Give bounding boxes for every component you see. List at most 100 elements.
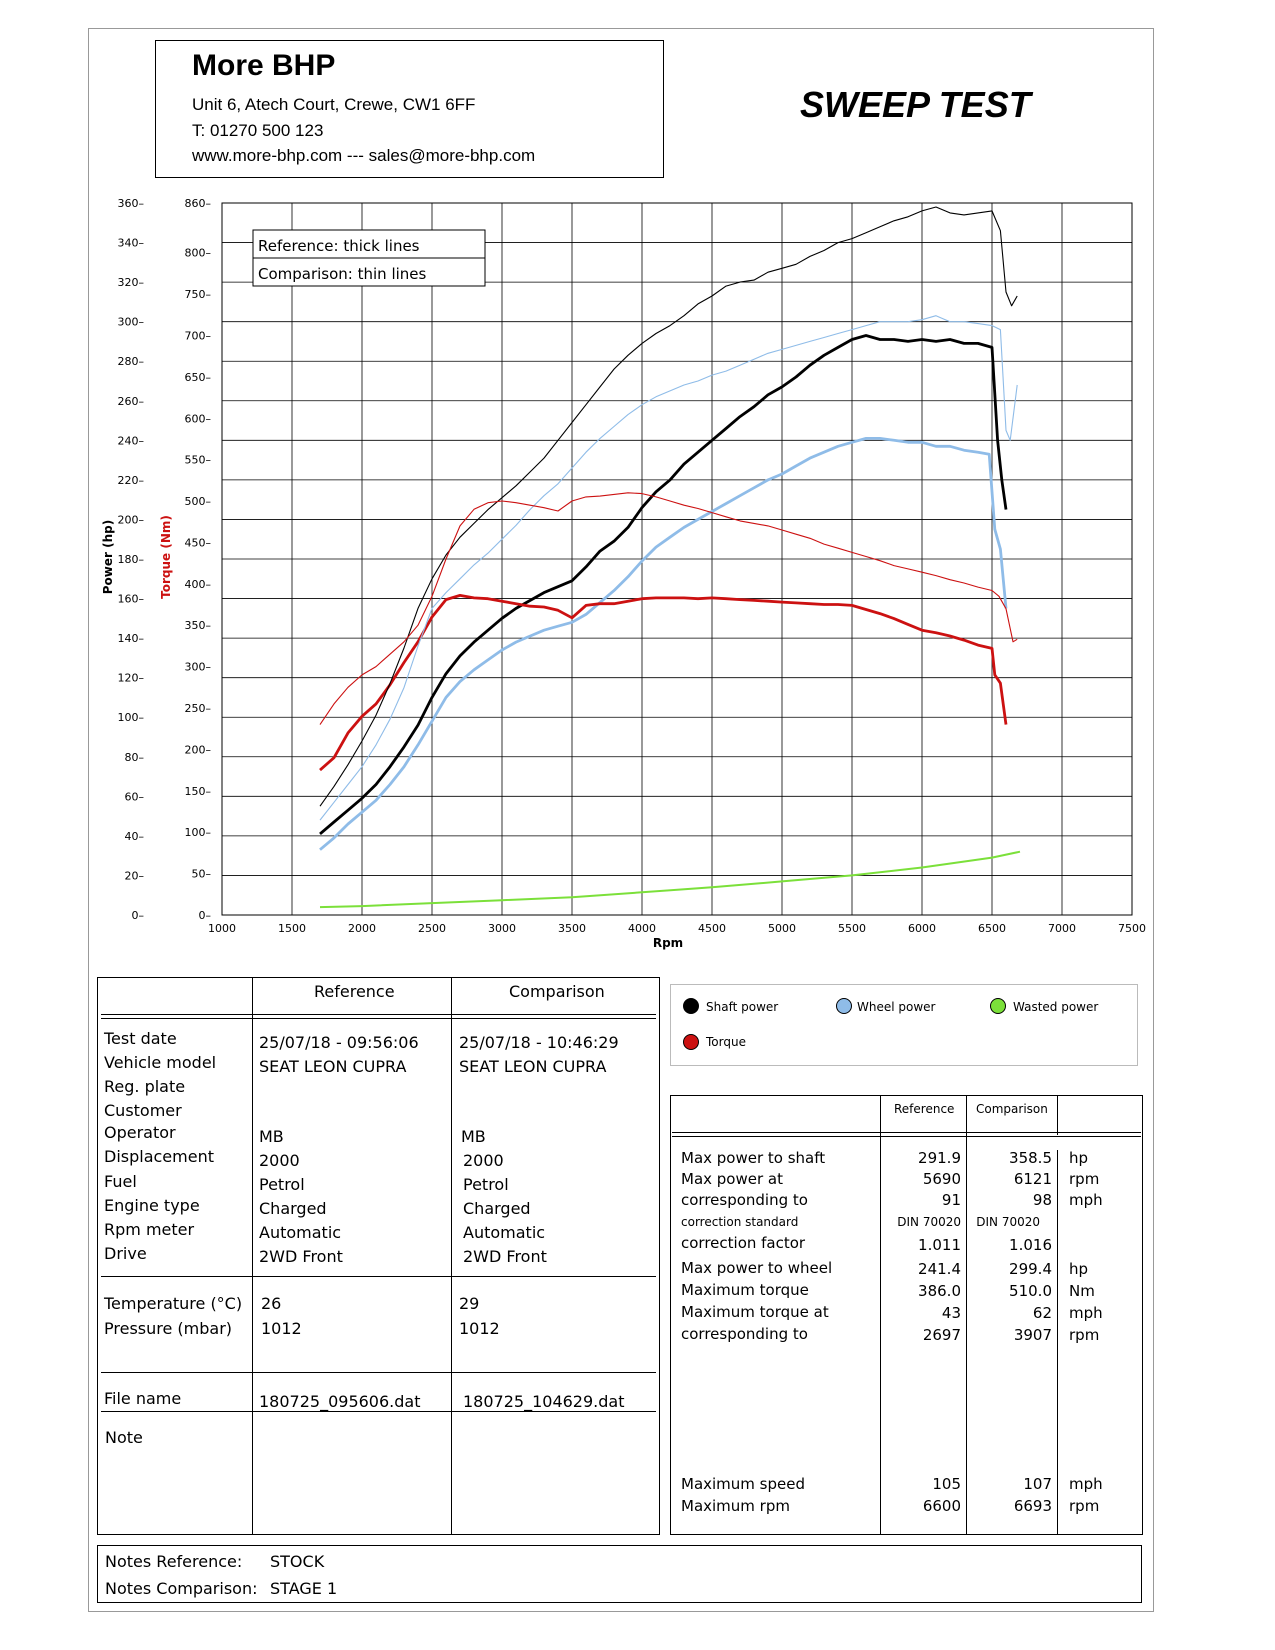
power-tick-label: 280– [118, 355, 145, 368]
result-ref: DIN 70020 [897, 1215, 961, 1229]
label-drive: Drive [104, 1244, 147, 1263]
reference-torque-line [319, 594, 1008, 772]
result-unit: hp [1069, 1149, 1089, 1167]
wheel-power-swatch [836, 998, 852, 1014]
ref-engine-type: Charged [259, 1199, 327, 1218]
report-title: SWEEP TEST [800, 84, 1031, 125]
x-tick-label: 5000 [768, 922, 796, 935]
ref-pressure: 1012 [261, 1319, 302, 1338]
power-tick-label: 40– [125, 830, 145, 843]
result-label: Maximum torque [681, 1281, 809, 1299]
ref-fuel: Petrol [259, 1175, 305, 1194]
ref-rpm-meter: Automatic [259, 1223, 342, 1242]
rpm-axis-label: Rpm [653, 936, 683, 950]
torque-tick-label: 650– [185, 371, 212, 384]
series-legend [670, 984, 1138, 1066]
comp-rpm-meter: Automatic [463, 1223, 546, 1242]
comp-engine-type: Charged [463, 1199, 531, 1218]
torque-tick-label: 550– [185, 454, 212, 467]
torque-tick-label: 600– [185, 412, 212, 425]
ref-operator: MB [259, 1127, 284, 1146]
result-comp: 1.016 [1009, 1236, 1052, 1254]
comp-file-name: 180725_104629.dat [463, 1392, 625, 1411]
label-pressure: Pressure (mbar) [104, 1319, 233, 1338]
results-col-comparison: Comparison [976, 1102, 1048, 1116]
label-vehicle-model: Vehicle model [104, 1053, 217, 1072]
torque-swatch [683, 1034, 699, 1050]
x-tick-label: 4500 [698, 922, 726, 935]
notes-reference-value: STOCK [270, 1552, 325, 1571]
power-tick-label: 160– [118, 593, 145, 606]
x-tick-label: 1000 [208, 922, 236, 935]
result-ref: 6600 [922, 1497, 961, 1515]
shaft-power-swatch [683, 998, 699, 1014]
result-unit: mph [1069, 1304, 1103, 1322]
comp-displacement: 2000 [463, 1151, 504, 1170]
power-tick-label: 60– [125, 790, 145, 803]
result-ref: 43 [941, 1304, 961, 1322]
results-col-reference: Reference [894, 1102, 955, 1116]
reference-wheel-power-line [319, 436, 1008, 851]
torque-tick-label: 750– [185, 288, 212, 301]
power-tick-label: 0– [132, 909, 145, 922]
power-tick-label: 320– [118, 276, 145, 289]
comparison-note: Comparison: thin lines [258, 265, 427, 283]
result-comp: 6121 [1013, 1170, 1052, 1188]
x-tick-label: 6000 [908, 922, 936, 935]
comp-temperature: 29 [459, 1294, 480, 1313]
info-col-reference: Reference [314, 982, 395, 1001]
legend-shaft-power: Shaft power [706, 1000, 779, 1014]
result-comp: 98 [1032, 1191, 1052, 1209]
result-label: correction factor [681, 1234, 806, 1252]
x-tick-label: 5500 [838, 922, 866, 935]
result-unit: mph [1069, 1475, 1103, 1493]
ref-test-date: 25/07/18 - 09:56:06 [259, 1033, 419, 1052]
result-ref: 1.011 [918, 1236, 961, 1254]
notes-comparison-label: Notes Comparison: [105, 1579, 258, 1598]
power-tick-label: 240– [118, 434, 145, 447]
company-phone: T: 01270 500 123 [192, 121, 324, 140]
label-operator: Operator [104, 1123, 176, 1142]
power-axis-label: Power (hp) [101, 520, 115, 594]
label-displacement: Displacement [104, 1147, 214, 1166]
label-note: Note [105, 1428, 143, 1447]
power-tick-label: 20– [125, 869, 145, 882]
ref-file-name: 180725_095606.dat [259, 1392, 421, 1411]
power-tick-label: 220– [118, 474, 145, 487]
result-label: Maximum speed [681, 1475, 805, 1493]
notes-comparison-value: STAGE 1 [270, 1579, 338, 1598]
page-frame [88, 28, 1154, 1612]
result-comp: 107 [1023, 1475, 1052, 1493]
power-tick-label: 80– [125, 751, 145, 764]
torque-tick-label: 200– [185, 743, 212, 756]
x-tick-label: 3000 [488, 922, 516, 935]
result-unit: mph [1069, 1191, 1103, 1209]
info-col-comparison: Comparison [509, 982, 605, 1001]
result-label: Max power at [681, 1170, 783, 1188]
power-tick-label: 100– [118, 711, 145, 724]
reference-shaft-power-line [319, 334, 1008, 835]
result-label: corresponding to [681, 1325, 808, 1343]
power-tick-label: 140– [118, 632, 145, 645]
torque-tick-label: 800– [185, 247, 212, 260]
power-tick-label: 260– [118, 395, 145, 408]
torque-axis-label: Torque (Nm) [159, 515, 173, 599]
result-label: Maximum rpm [681, 1497, 790, 1515]
ref-drive: 2WD Front [259, 1247, 343, 1266]
vehicle-info-table [97, 977, 660, 1535]
result-ref: 91 [941, 1191, 961, 1209]
result-comp: 299.4 [1009, 1260, 1052, 1278]
torque-tick-label: 250– [185, 702, 212, 715]
result-comp: 3907 [1013, 1326, 1052, 1344]
result-comp: 510.0 [1009, 1282, 1052, 1300]
notes-box [97, 1545, 1142, 1603]
ref-temperature: 26 [261, 1294, 282, 1313]
label-file-name: File name [104, 1389, 182, 1408]
label-reg-plate: Reg. plate [104, 1077, 186, 1096]
result-unit: rpm [1069, 1170, 1100, 1188]
x-tick-label: 4000 [628, 922, 656, 935]
comp-pressure: 1012 [459, 1319, 500, 1338]
label-temperature: Temperature (°C) [104, 1294, 243, 1313]
result-ref: 386.0 [918, 1282, 961, 1300]
result-comp: 358.5 [1009, 1149, 1052, 1167]
